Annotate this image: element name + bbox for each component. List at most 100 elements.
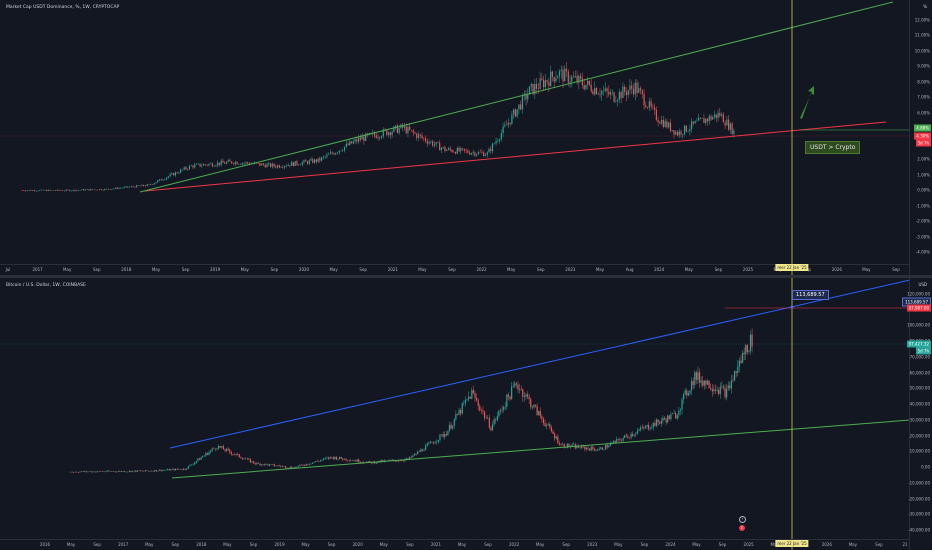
top-candle bbox=[88, 189, 90, 191]
bottom-candle bbox=[108, 470, 110, 472]
top-candle bbox=[308, 160, 310, 164]
bottom-x-tick-label: May bbox=[692, 542, 701, 547]
bottom-candle bbox=[407, 458, 409, 460]
top-candle bbox=[118, 188, 120, 189]
bottom-candle bbox=[135, 470, 137, 472]
bottom-candle bbox=[702, 380, 704, 386]
bottom-price-axis[interactable]: USD 120,000.00110,000.00100,000.0090,000… bbox=[907, 278, 932, 550]
bottom-candle bbox=[288, 467, 290, 469]
bottom-x-tick-label: 2017 bbox=[118, 542, 129, 547]
bottom-candle bbox=[112, 471, 115, 472]
top-candle bbox=[423, 137, 425, 139]
bottom-candle bbox=[90, 471, 92, 473]
bottom-time-axis[interactable]: 2016 May Sep 2017 May Sep 2018 May Sep 2019 May Sep… bbox=[0, 539, 910, 550]
bottom-candle bbox=[436, 441, 438, 443]
top-candle bbox=[602, 90, 605, 92]
bottom-candle bbox=[549, 424, 551, 428]
top-candle bbox=[440, 148, 443, 151]
bottom-candle bbox=[517, 384, 519, 390]
top-candle bbox=[548, 81, 550, 87]
event-marker-earnings[interactable]: E bbox=[739, 525, 745, 531]
bottom-candle bbox=[600, 447, 602, 449]
bottom-y-tick-label: 0.00 bbox=[921, 464, 930, 470]
bottom-candle bbox=[173, 468, 175, 471]
top-candle bbox=[387, 132, 390, 136]
bottom-candle bbox=[310, 463, 312, 465]
top-candle bbox=[44, 190, 46, 191]
bottom-candle bbox=[453, 419, 455, 426]
bottom-candle bbox=[128, 470, 131, 472]
bottom-candle bbox=[558, 443, 561, 445]
top-candle bbox=[180, 169, 182, 173]
bottom-candle bbox=[190, 464, 193, 466]
bottom-candle bbox=[724, 387, 726, 398]
top-candle bbox=[310, 159, 312, 161]
bottom-candle bbox=[417, 451, 419, 455]
bottom-candle bbox=[280, 466, 282, 467]
top-candle bbox=[652, 106, 654, 108]
bottom-candle bbox=[687, 393, 690, 396]
bottom-candle bbox=[243, 458, 245, 460]
top-candle bbox=[192, 165, 194, 168]
btc-usd-pane[interactable]: Bitcoin / U.S. Dollar, 1W, COINBASE USD … bbox=[0, 278, 932, 550]
top-y-tick-label: 0.00% bbox=[917, 187, 930, 193]
event-marker-financial[interactable]: f bbox=[739, 516, 746, 523]
bottom-candle bbox=[141, 470, 143, 472]
bottom-candle bbox=[561, 444, 564, 445]
usdt-crypto-note[interactable]: USDT > Crypto bbox=[805, 141, 861, 154]
bottom-candle bbox=[339, 456, 341, 459]
bottom-candle bbox=[482, 410, 484, 412]
top-candle bbox=[534, 83, 536, 95]
bottom-candle bbox=[391, 459, 393, 461]
top-date-tag: mer 22 Jan '25 bbox=[775, 264, 809, 271]
top-candle bbox=[158, 179, 161, 181]
usdt-dominance-pane[interactable]: Market Cap USDT Dominance, %, 1W, CRYPTO… bbox=[0, 0, 932, 275]
top-candle bbox=[449, 148, 451, 150]
top-candle bbox=[173, 173, 175, 176]
usdt-dominance-chart[interactable] bbox=[0, 0, 932, 275]
bottom-x-tick-label: May bbox=[301, 542, 310, 547]
pane-divider[interactable] bbox=[0, 275, 932, 278]
bottom-candle bbox=[286, 467, 288, 469]
bottom-candle bbox=[681, 399, 683, 410]
top-arrow-up bbox=[800, 86, 814, 119]
top-candle bbox=[217, 162, 219, 166]
top-time-axis[interactable]: Jul 2017 May Sep 2018 May Sep 2019 May Sep 2020 May… bbox=[0, 264, 910, 275]
top-y-tick-label: -4.00% bbox=[915, 249, 930, 255]
bottom-candle bbox=[697, 372, 699, 380]
bottom-candle bbox=[259, 463, 261, 466]
top-candle bbox=[638, 88, 640, 93]
bottom-candle bbox=[254, 463, 256, 465]
bottom-candle bbox=[439, 434, 441, 441]
top-candle bbox=[504, 124, 506, 127]
intersection-price-label: 113,689.57 bbox=[792, 290, 829, 300]
bottom-candle bbox=[495, 419, 497, 421]
bottom-candle bbox=[187, 466, 189, 469]
top-candle bbox=[144, 185, 147, 187]
top-candle bbox=[97, 189, 99, 191]
bottom-candle bbox=[388, 460, 390, 461]
top-candle bbox=[622, 86, 624, 99]
top-candle bbox=[188, 165, 191, 170]
top-pane-title: Market Cap USDT Dominance, %, 1W, CRYPTO… bbox=[6, 5, 120, 10]
bottom-candle bbox=[652, 422, 654, 428]
top-candle bbox=[687, 130, 689, 132]
top-candle bbox=[326, 154, 328, 157]
top-candle bbox=[208, 164, 210, 166]
top-candle bbox=[641, 90, 643, 94]
bottom-candle bbox=[159, 469, 161, 471]
top-candle bbox=[51, 190, 53, 191]
btc-usd-chart[interactable] bbox=[0, 278, 932, 550]
bottom-candle bbox=[673, 413, 675, 414]
top-candle bbox=[645, 105, 647, 108]
top-candle bbox=[83, 189, 85, 191]
bottom-candle bbox=[662, 417, 664, 421]
bottom-candle bbox=[79, 471, 81, 473]
top-candle bbox=[417, 134, 420, 138]
top-candle bbox=[234, 161, 236, 165]
bottom-candle bbox=[96, 471, 99, 472]
bottom-candle bbox=[162, 470, 164, 471]
top-candle bbox=[363, 136, 365, 141]
top-candle bbox=[609, 92, 612, 95]
bottom-candle bbox=[276, 465, 279, 467]
